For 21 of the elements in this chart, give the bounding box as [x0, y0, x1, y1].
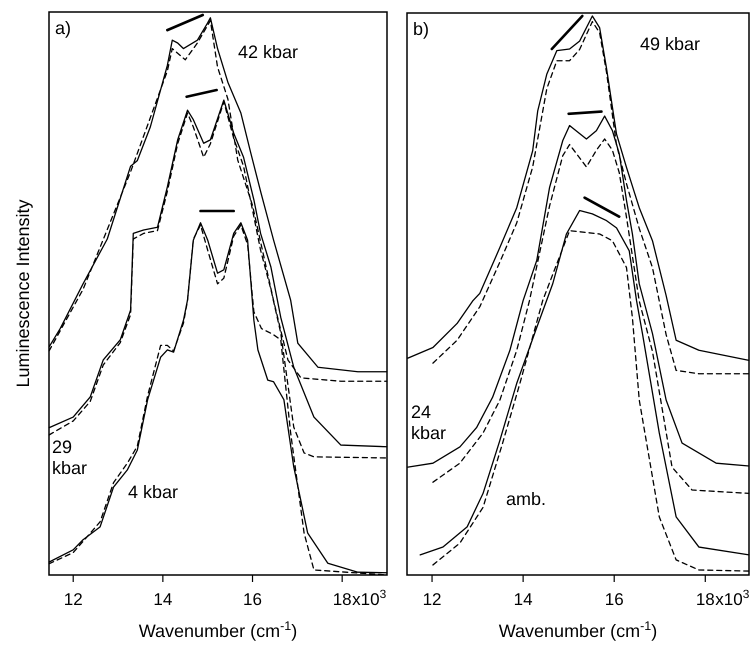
y-axis-title: Luminescence Intensity	[13, 199, 33, 388]
chart-title: b)	[413, 19, 430, 39]
x-axis-title: Wavenumber (cm$^{-1}$)	[138, 619, 298, 641]
series-label: 42 kbar	[238, 42, 298, 62]
series-label: amb.	[506, 489, 546, 509]
x-tick-label: 12	[64, 590, 83, 609]
x-tick-label: 16	[243, 590, 262, 609]
x-tick-label: 14	[153, 590, 172, 609]
x-tick-label: 16	[604, 590, 624, 609]
series-label: 29 kbar	[52, 437, 88, 478]
text: x10$^{3}$	[715, 587, 750, 609]
x-tick-label: 14	[514, 590, 533, 609]
text: x10$^{3}$	[352, 587, 387, 609]
x-axis-title: Wavenumber (cm$^{-1}$)	[498, 619, 658, 641]
series-label: 24 kbar	[411, 402, 446, 443]
series-label: 4 kbar	[128, 482, 178, 502]
x-tick-label: 12	[422, 590, 442, 609]
series-label: 49 kbar	[640, 34, 700, 54]
x-tick-label: 18	[696, 590, 715, 609]
chart-title: a)	[55, 18, 72, 38]
x-tick-label: 18	[332, 590, 352, 609]
